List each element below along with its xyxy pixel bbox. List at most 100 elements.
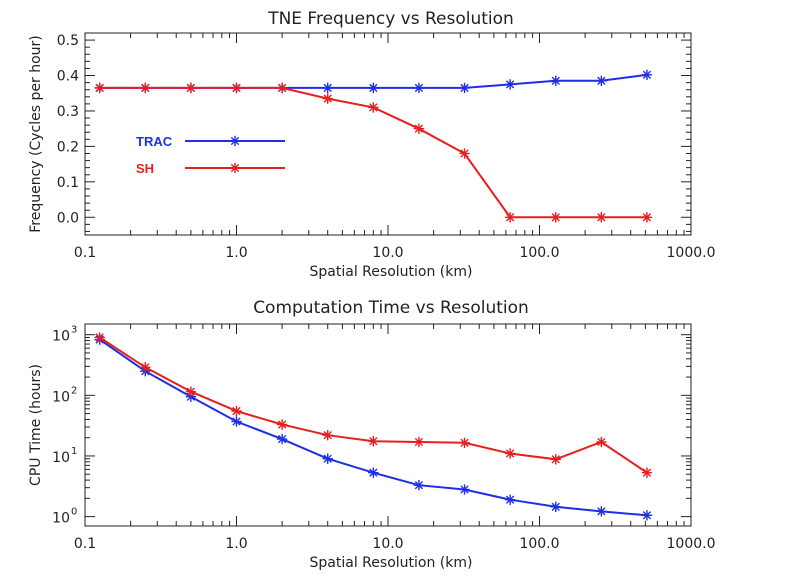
- cpu-time-x-tick-label: 1.0: [225, 536, 247, 552]
- cpu-time-data-point-sh: [596, 436, 607, 448]
- frequency-x-axis-label: Spatial Resolution (km): [310, 264, 473, 280]
- frequency-data-point-trac: [596, 75, 607, 87]
- cpu-time-data-point-trac: [276, 433, 288, 445]
- frequency-data-point-trac: [322, 82, 333, 94]
- cpu-time-data-point-trac-stroke: [505, 495, 515, 504]
- frequency-chart: TNE Frequency vs Resolution 0.1 1.0 10.0 10…: [28, 9, 716, 280]
- cpu-time-x-tick-label: 0.1: [74, 536, 96, 552]
- frequency-y-tick-label: 0.2: [57, 139, 79, 155]
- cpu-time-data-point-sh-stroke: [597, 437, 606, 447]
- frequency-data-point-sh-stroke: [551, 213, 560, 222]
- cpu-time-data-point-sh: [185, 386, 197, 397]
- cpu-time-data-point-sh: [641, 467, 653, 478]
- frequency-y-axis: 0.0 0.1 0.2 0.3 0.4 0.5: [57, 33, 691, 232]
- frequency-data-point-sh-stroke: [277, 83, 287, 93]
- frequency-data-point-trac-stroke: [460, 83, 469, 93]
- frequency-data-point-sh: [413, 123, 425, 134]
- cpu-time-data-point-sh-stroke: [232, 406, 241, 416]
- cpu-time-data-point-trac: [641, 510, 653, 521]
- cpu-time-y-axis-label: CPU Time (hours): [28, 364, 44, 486]
- frequency-data-point-trac: [413, 82, 425, 94]
- cpu-time-chart-title: Computation Time vs Resolution: [253, 298, 529, 318]
- cpu-time-data-point-sh-stroke: [505, 449, 515, 458]
- cpu-time-data-point-sh: [368, 436, 379, 447]
- frequency-data-point-trac: [641, 69, 653, 81]
- frequency-plot-frame: [84, 32, 692, 236]
- frequency-data-point-sh-stroke: [597, 213, 606, 222]
- cpu-time-data-point-sh: [322, 429, 333, 441]
- frequency-data-point-trac-stroke: [505, 80, 515, 89]
- cpu-time-y-tick-exponent: 3: [71, 325, 77, 336]
- frequency-data-point-trac-stroke: [642, 70, 652, 79]
- frequency-data-point-sh-stroke: [369, 103, 378, 112]
- cpu-time-data-point-sh: [276, 419, 288, 430]
- cpu-time-y-tick-label: 10: [52, 450, 70, 466]
- cpu-time-data-point-sh-stroke: [141, 363, 150, 372]
- frequency-data-point-sh: [231, 82, 242, 94]
- cpu-time-data-point-sh-stroke: [460, 438, 469, 447]
- frequency-x-tick-label: 1.0: [225, 245, 247, 261]
- cpu-time-y-tick-exponent: 0: [71, 507, 77, 518]
- cpu-time-data-point-trac: [504, 494, 516, 505]
- frequency-x-tick-label: 0.1: [74, 245, 96, 261]
- legend-label-trac: TRAC: [136, 134, 173, 149]
- cpu-time-data-point-sh: [94, 332, 105, 343]
- cpu-time-data-point-trac: [413, 479, 425, 491]
- frequency-data-point-sh-stroke: [505, 213, 515, 222]
- frequency-data-point-sh-stroke: [460, 149, 469, 158]
- frequency-data-point-sh: [596, 212, 607, 223]
- frequency-x-axis: 0.1 1.0 10.0 100.0 1000.0: [74, 33, 716, 261]
- cpu-time-data-point-sh-stroke: [186, 387, 196, 396]
- frequency-data-point-sh-stroke: [186, 83, 196, 93]
- frequency-x-tick-label: 1000.0: [667, 245, 716, 261]
- frequency-data-point-trac-stroke: [414, 83, 424, 93]
- cpu-time-data-point-sh: [413, 436, 425, 448]
- frequency-data-point-sh: [550, 212, 561, 223]
- cpu-time-data-point-trac: [322, 453, 333, 464]
- cpu-time-data-point-trac-stroke: [323, 454, 332, 463]
- cpu-time-data-point-sh: [231, 405, 242, 417]
- cpu-time-x-tick-label: 10.0: [372, 536, 403, 552]
- cpu-time-data-point-sh-stroke: [414, 437, 424, 447]
- frequency-y-tick-label: 0.3: [57, 104, 79, 120]
- frequency-y-tick-label: 0.0: [57, 210, 79, 226]
- frequency-data-point-sh: [140, 82, 151, 94]
- cpu-time-data-point-sh: [459, 437, 470, 448]
- cpu-time-y-tick-label: 10: [52, 329, 70, 345]
- frequency-data-point-trac: [368, 82, 379, 94]
- legend-marker-sh: [229, 162, 241, 174]
- frequency-data-point-trac-stroke: [597, 76, 606, 86]
- frequency-data-point-sh: [368, 102, 379, 113]
- frequency-data-point-sh: [641, 212, 653, 223]
- cpu-time-data-point-sh-stroke: [95, 333, 104, 342]
- frequency-data-point-sh-stroke: [414, 124, 424, 133]
- legend-marker-sh-stroke: [230, 163, 240, 173]
- frequency-data-point-sh: [322, 93, 333, 104]
- frequency-data-point-sh-stroke: [232, 83, 241, 93]
- cpu-time-data-point-sh-stroke: [551, 455, 560, 464]
- cpu-time-x-axis-label: Spatial Resolution (km): [310, 555, 473, 571]
- cpu-time-y-tick-exponent: 1: [71, 446, 77, 457]
- frequency-y-tick-label: 0.1: [57, 175, 79, 191]
- frequency-x-tick-label: 100.0: [519, 245, 559, 261]
- legend-marker-trac: [229, 135, 241, 147]
- frequency-data-point-trac-stroke: [551, 76, 560, 86]
- cpu-time-data-point-trac: [550, 501, 561, 513]
- frequency-data-point-sh: [94, 82, 105, 94]
- cpu-time-data-point-trac-stroke: [232, 417, 241, 426]
- cpu-time-data-point-sh-stroke: [369, 437, 378, 446]
- cpu-time-series: [94, 332, 653, 521]
- cpu-time-data-point-sh: [504, 448, 516, 459]
- frequency-y-axis-label: Frequency (Cycles per hour): [28, 35, 44, 232]
- cpu-time-chart: Computation Time vs Resolution 0.1 1.0 10.…: [28, 298, 716, 571]
- frequency-y-tick-label: 0.4: [57, 69, 79, 85]
- frequency-chart-title: TNE Frequency vs Resolution: [267, 9, 514, 29]
- cpu-time-y-tick-exponent: 2: [71, 385, 77, 396]
- cpu-time-x-tick-label: 1000.0: [667, 536, 716, 552]
- cpu-time-data-point-trac-stroke: [369, 468, 378, 477]
- legend-label-sh: SH: [136, 161, 154, 176]
- frequency-data-point-trac-stroke: [323, 83, 332, 93]
- cpu-time-data-point-trac-stroke: [460, 485, 469, 494]
- cpu-time-data-point-trac-stroke: [414, 480, 424, 490]
